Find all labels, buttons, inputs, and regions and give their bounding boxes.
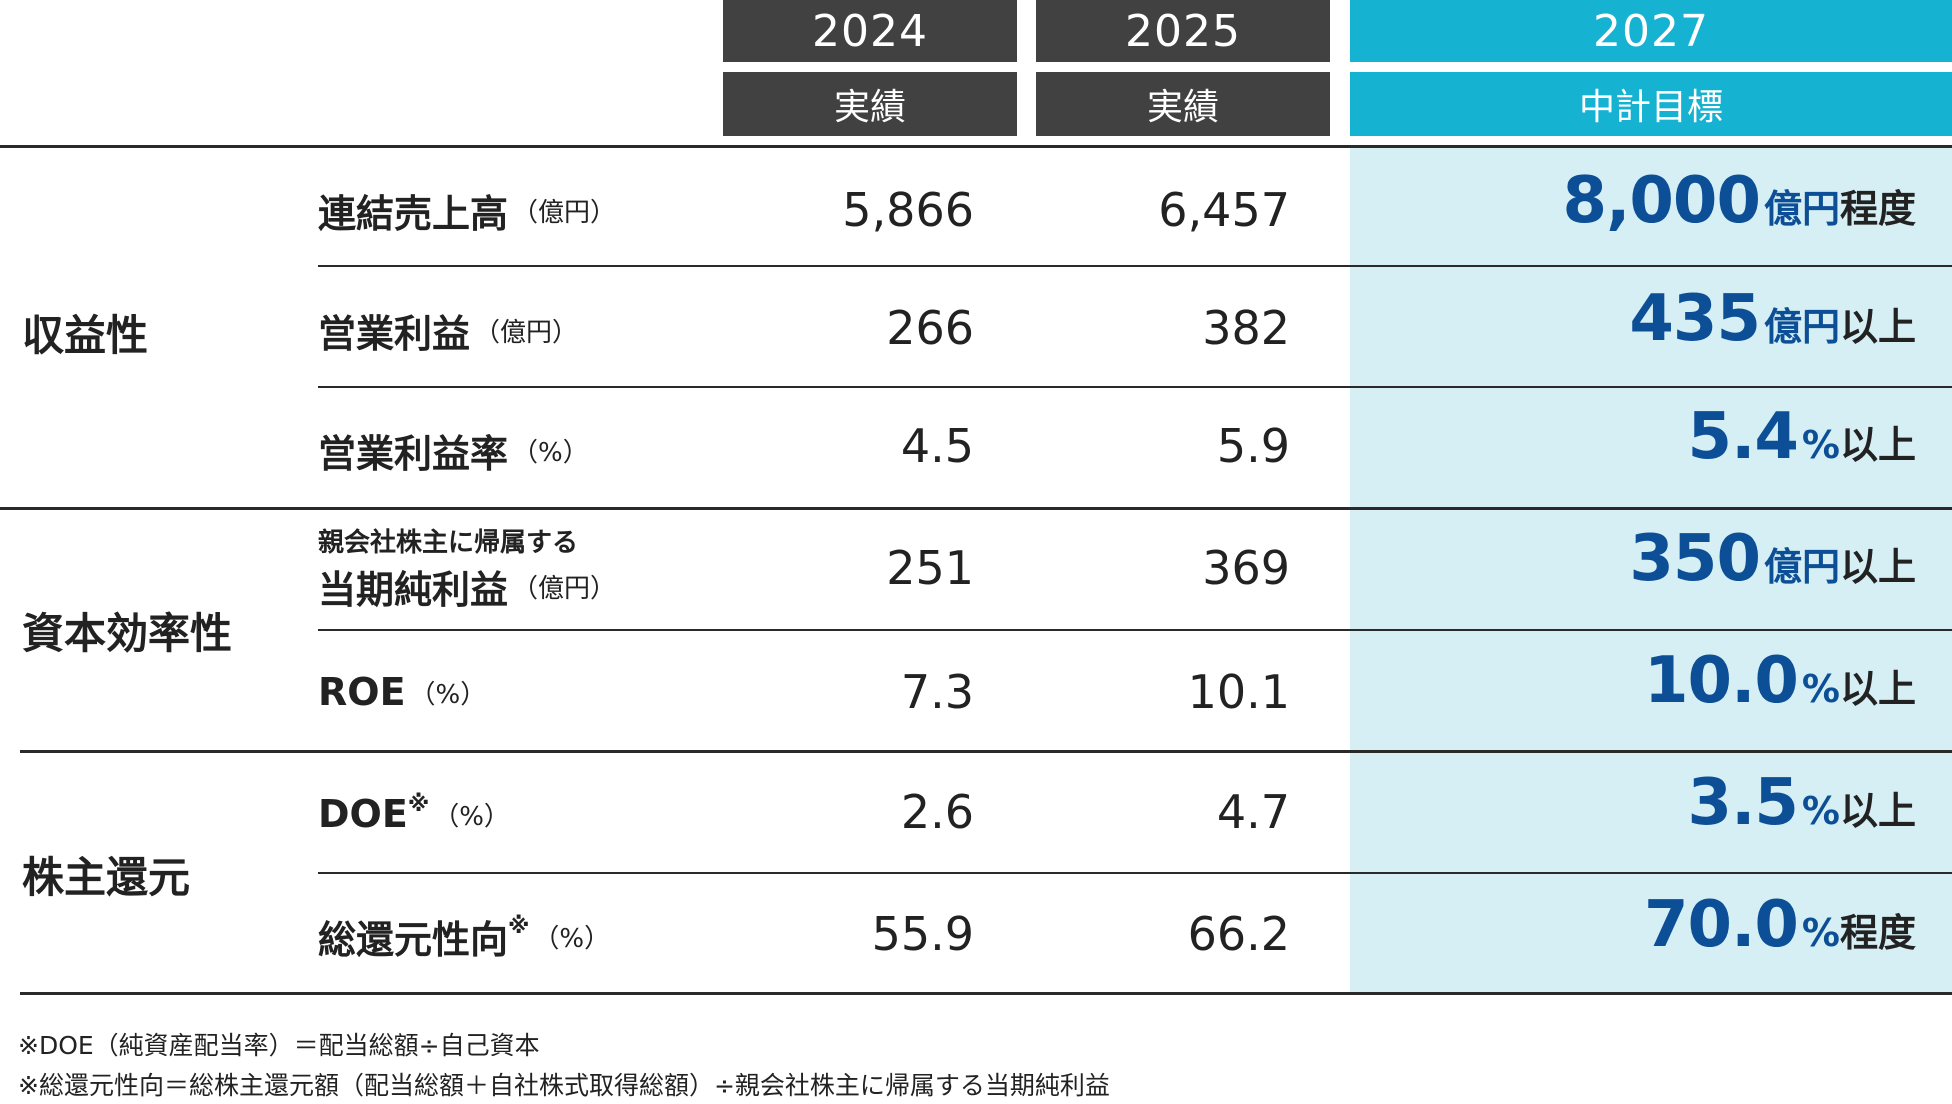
target-unit: 億円 [1763,305,1840,349]
metric-unit: （億円） [474,317,579,348]
footnote-doe: ※DOE（純資産配当率）＝配当総額÷自己資本 [18,1031,540,1060]
target-column-background [1350,148,1952,994]
value-2024-net-income: 251 [886,541,974,595]
target-net-income: 350 億円 以上 [1360,522,1916,612]
header-2025-year: 2025 [1036,0,1330,62]
metric-unit: （%） [433,801,510,832]
target-number: 3.5 [1687,766,1799,840]
target-unit: 億円 [1763,545,1840,589]
target-qualifier: 以上 [1839,545,1916,589]
target-unit: % [1801,423,1840,467]
table-bottom-rule [20,992,1952,995]
metric-label-doe: DOE ※ （%） [318,784,510,844]
footnote-mark: ※ [407,791,430,817]
value-2024-sales: 5,866 [842,183,974,237]
target-number: 350 [1629,522,1761,596]
target-qualifier: 以上 [1839,789,1916,833]
category-profitability: 収益性 [22,310,149,360]
value-2024-doe: 2.6 [900,785,974,839]
target-unit: 億円 [1763,187,1840,231]
metric-name: 営業利益率 [318,431,509,476]
metric-prefix: 親会社株主に帰属する [318,527,579,558]
value-2025-operating-margin: 5.9 [1216,419,1290,473]
metric-name: 当期純利益 [318,568,509,613]
row-divider [318,265,1952,267]
value-2025-doe: 4.7 [1216,785,1290,839]
value-2025-roe: 10.1 [1187,665,1290,719]
metric-label-operating-margin: 営業利益率 （%） [318,420,589,480]
target-doe: 3.5% 以上 [1360,766,1916,856]
value-2025-net-income: 369 [1202,541,1290,595]
row-divider [318,872,1952,874]
footnote-mark: ※ [508,913,530,939]
row-divider [318,629,1952,631]
target-number: 8,000 [1562,164,1761,238]
value-2025-operating-income: 382 [1202,301,1290,355]
header-2025-label: 実績 [1036,72,1330,136]
metric-name: ROE [318,670,406,714]
target-unit: % [1801,911,1840,955]
metric-unit: （%） [409,679,487,710]
footnote-total-payout: ※総還元性向＝総株主還元額（配当総額＋自社株式取得総額）÷親会社株主に帰属する当… [18,1071,1110,1100]
target-operating-margin: 5.4% 以上 [1360,400,1916,490]
value-2025-sales: 6,457 [1158,183,1290,237]
header-2027-label: 中計目標 [1350,72,1952,136]
metric-name: 連結売上高 [318,191,509,236]
metric-label-total-payout: 総還元性向 ※ （%） [318,906,610,966]
metric-label-operating-income: 営業利益 （億円） [318,300,578,360]
target-qualifier: 以上 [1839,423,1916,467]
target-operating-income: 435 億円 以上 [1360,282,1916,372]
target-qualifier: 程度 [1839,911,1916,955]
target-roe: 10.0% 以上 [1360,644,1916,734]
target-number: 70.0 [1644,888,1799,962]
value-2025-total-payout: 66.2 [1187,907,1290,961]
target-total-payout: 70.0% 程度 [1360,888,1916,978]
target-unit: % [1801,667,1840,711]
target-number: 10.0 [1644,644,1799,718]
metric-unit: （%） [512,437,589,468]
metric-name: 総還元性向 [318,917,509,962]
table-top-rule [0,145,1952,148]
metric-name: 営業利益 [318,311,471,356]
header-2024-label: 実績 [723,72,1017,136]
metric-label-net-income: 親会社株主に帰属する 当期純利益 （億円） [318,526,616,616]
metric-label-sales: 連結売上高 （億円） [318,180,616,240]
category-capital-efficiency: 資本効率性 [22,608,233,658]
target-number: 5.4 [1687,400,1799,474]
target-qualifier: 以上 [1839,667,1916,711]
metric-unit: （億円） [512,197,617,228]
metric-label-roe: ROE （%） [318,662,486,722]
metric-unit: （%） [533,923,611,954]
target-number: 435 [1629,282,1761,356]
target-qualifier: 程度 [1839,187,1916,231]
target-unit: % [1801,789,1840,833]
target-qualifier: 以上 [1839,305,1916,349]
value-2024-operating-income: 266 [886,301,974,355]
value-2024-total-payout: 55.9 [871,907,974,961]
section-divider [20,750,1952,753]
header-2024-year: 2024 [723,0,1017,62]
section-divider [0,507,1952,510]
value-2024-operating-margin: 4.5 [900,419,974,473]
metric-unit: （億円） [512,574,617,605]
metric-name: DOE [318,792,408,836]
target-sales: 8,000 億円 程度 [1360,164,1916,254]
value-2024-roe: 7.3 [900,665,974,719]
category-shareholder-return: 株主還元 [22,852,191,902]
row-divider [318,386,1952,388]
header-2027-year: 2027 [1350,0,1952,62]
